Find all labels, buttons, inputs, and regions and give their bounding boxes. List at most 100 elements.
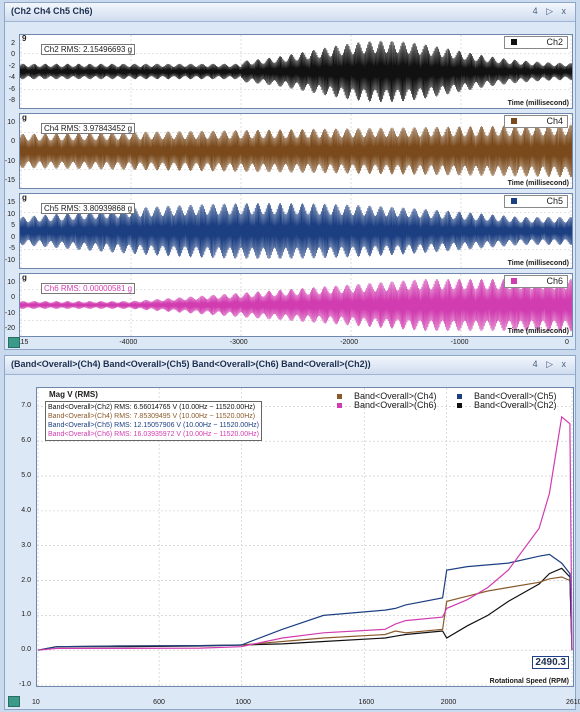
channel-strip-ch6[interactable]: g Ch6 RMS: 0.00000581 g Ch6 Time (millis… (19, 273, 573, 337)
y-tick-label: -8 (8, 97, 15, 104)
legend-swatch (337, 394, 342, 400)
x-tick-label: 0 (565, 339, 569, 346)
y-tick-label: 2 (11, 40, 15, 47)
ch4-legend[interactable]: Ch4 (504, 115, 568, 128)
ch5-rms-label: Ch5 RMS: 3.80939868 g (41, 203, 136, 214)
strip-corner-label: g (22, 273, 27, 282)
series-line (37, 553, 573, 651)
time-axis-label: Time (millisecond) (507, 260, 569, 267)
window-controls[interactable]: 4 ▷ x (532, 6, 569, 16)
waveform-trace (20, 40, 572, 103)
legend-name: Band<Overall>(Ch4) (354, 391, 437, 401)
y-tick-label: 5 (11, 222, 15, 230)
x-tick-label: 600 (153, 699, 165, 706)
y-tick-label: -2 (8, 62, 15, 70)
ch4-swatch (511, 118, 517, 124)
y-tick-label: -15 (4, 177, 15, 184)
ch4-rms-label: Ch4 RMS: 3.97843452 g (41, 123, 136, 134)
y-tick-label: 6.0 (21, 437, 31, 445)
rms-line-ch5: Band<Overall>(Ch5) RMS: 12.15057906 V (1… (48, 422, 259, 429)
ch6-legend[interactable]: Ch6 (504, 275, 568, 288)
rpm-readout: 2490.3 (532, 656, 569, 669)
ch2-legend-name: Ch2 (546, 37, 563, 47)
x-tick-label: -4000 (119, 339, 138, 346)
strip-corner-label: g (22, 193, 27, 202)
x-tick-label: 1600 (358, 699, 375, 706)
rms-line-ch6: Band<Overall>(Ch6) RMS: 16.03935972 V (1… (48, 431, 259, 438)
legend-swatch (337, 403, 342, 409)
y-tick-label: -1.0 (18, 681, 31, 688)
channel-strip-ch2[interactable]: 9 Ch2 RMS: 2.15496693 g Ch2 Time (millis… (19, 34, 573, 109)
waveform-trace (20, 124, 572, 178)
status-icon[interactable] (8, 337, 20, 348)
ch4-legend-name: Ch4 (546, 116, 563, 126)
status-icon[interactable] (8, 696, 20, 707)
rms-summary-box: Band<Overall>(Ch2) RMS: 6.56014765 V (10… (45, 401, 262, 441)
y-tick-label: 4.0 (21, 506, 31, 514)
ch6-rms-label: Ch6 RMS: 0.00000581 g (41, 283, 136, 294)
panel-title: (Ch2 Ch4 Ch5 Ch6) (11, 6, 93, 16)
time-axis-label: Time (millisecond) (507, 100, 569, 107)
ch5-legend-name: Ch5 (546, 196, 563, 206)
legend-swatch (457, 394, 462, 400)
channel-strip-ch4[interactable]: g Ch4 RMS: 3.97843452 g Ch4 Time (millis… (19, 113, 573, 189)
legend-name: Band<Overall>(Ch5) (474, 391, 557, 401)
time-axis-label: Time (millisecond) (507, 328, 569, 335)
x-tick-label: -2000 (340, 339, 359, 346)
time-waveform-title-bar: (Ch2 Ch4 Ch5 Ch6) 4 ▷ x (5, 3, 575, 22)
y-tick-label: -10 (4, 257, 15, 264)
y-tick-label: 5.0 (21, 472, 31, 480)
ch2-swatch (511, 39, 517, 45)
y-tick-label: 1.0 (21, 611, 31, 619)
rpm-trend-chart[interactable]: Mag V (RMS) Band<Overall>(Ch2) RMS: 6.56… (36, 387, 574, 687)
ch6-swatch (511, 278, 517, 284)
x-tick-label: 2000 (440, 699, 457, 706)
y-tick-label: 0 (11, 294, 15, 302)
time-axis-label: Time (millisecond) (507, 180, 569, 187)
y-tick-label: 10 (7, 279, 15, 286)
waveform-trace (20, 278, 572, 332)
y-tick-label: -10 (4, 157, 15, 165)
x-axis-label: Rotational Speed (RPM) (489, 678, 569, 685)
ch2-rms-label: Ch2 RMS: 2.15496693 g (41, 44, 136, 55)
y-tick-label: 0 (11, 138, 15, 146)
x-tick-label: 10 (32, 699, 40, 706)
rms-line-ch2: Band<Overall>(Ch2) RMS: 6.56014765 V (10… (48, 404, 256, 411)
strip-corner-label: 9 (22, 34, 27, 43)
trend-plot (37, 388, 573, 686)
y-tick-label: -20 (4, 325, 15, 332)
time-waveform-panel: (Ch2 Ch4 Ch5 Ch6) 4 ▷ x 9 Ch2 RMS: 2.154… (4, 2, 576, 350)
channel-strip-ch5[interactable]: g Ch5 RMS: 3.80939868 g Ch5 Time (millis… (19, 193, 573, 269)
y-tick-label: 7.0 (21, 402, 31, 410)
x-tick-label: 1000 (235, 699, 251, 706)
rpm-trend-title-bar: (Band<Overall>(Ch4) Band<Overall>(Ch5) B… (5, 356, 575, 375)
legend-name: Band<Overall>(Ch2) (474, 400, 557, 410)
legend-ch4[interactable]: Band<Overall>(Ch4) (337, 391, 437, 401)
y-tick-label: -5 (8, 245, 15, 253)
y-tick-label: 15 (7, 199, 15, 206)
y-tick-label: -4 (8, 74, 15, 82)
y-tick-label: 0 (11, 51, 15, 59)
ch5-swatch (511, 198, 517, 204)
ch2-legend[interactable]: Ch2 (504, 36, 568, 49)
y-axis-unit-label: Mag V (RMS) (49, 390, 98, 399)
series-line (37, 415, 573, 651)
x-tick-label: -1000 (450, 339, 469, 346)
y-tick-label: 10 (7, 210, 15, 218)
legend-ch2[interactable]: Band<Overall>(Ch2) (457, 400, 557, 410)
window-controls[interactable]: 4 ▷ x (532, 359, 569, 369)
y-tick-label: 0 (11, 233, 15, 241)
rms-line-ch4: Band<Overall>(Ch4) RMS: 7.85309495 V (10… (48, 413, 256, 420)
ch6-legend-name: Ch6 (546, 276, 563, 286)
strip-corner-label: g (22, 113, 27, 122)
y-tick-label: 10 (7, 119, 15, 126)
legend-ch5[interactable]: Band<Overall>(Ch5) (457, 391, 557, 401)
legend-name: Band<Overall>(Ch6) (354, 400, 437, 410)
y-tick-label: 3.0 (21, 541, 31, 549)
x-tick-label: 2610 (566, 699, 580, 706)
y-tick-label: 0.0 (21, 646, 31, 654)
y-tick-label: 2.0 (21, 576, 31, 584)
panel-title: (Band<Overall>(Ch4) Band<Overall>(Ch5) B… (11, 359, 371, 369)
ch5-legend[interactable]: Ch5 (504, 195, 568, 208)
legend-ch6[interactable]: Band<Overall>(Ch6) (337, 400, 437, 410)
